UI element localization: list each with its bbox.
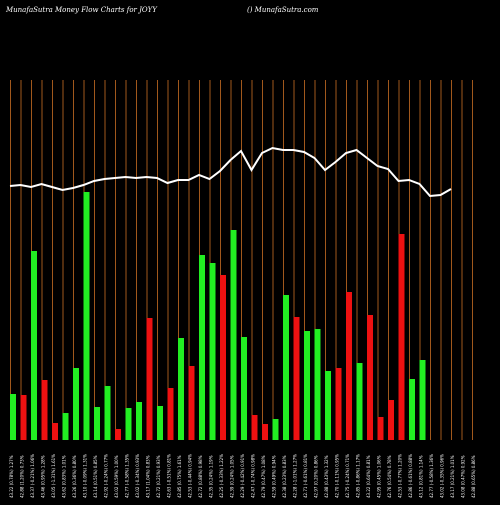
bar [52, 423, 58, 440]
tick-label: 42.71 (-0.61%) 0.81% [303, 454, 308, 498]
bar [20, 395, 27, 440]
bar [241, 337, 247, 440]
tick-label: 42.38 (0.23%) 0.83% [282, 455, 287, 498]
x-tick-labels: 43.22 (0.78%) 1.27% 42.88 (1.20%) 0.73% 43… [9, 454, 476, 498]
bar [367, 315, 373, 440]
tick-label: 42.88 (1.20%) 0.73% [20, 455, 25, 498]
price-line-layer [9, 146, 452, 198]
tick-label: 42.29 (-0.42%) 0.91% [240, 454, 245, 498]
bar [199, 255, 205, 440]
tick-label: 42.85 (-0.86%) 1.17% [356, 454, 361, 498]
tick-label: 43.14 (0.51%) 0.85% [93, 455, 98, 498]
tick-label: 43.02 (-0.34%) 0.93% [135, 454, 140, 498]
bar [167, 388, 174, 440]
bar [356, 363, 363, 440]
tick-label: 42.79 (0.47%) 1.08% [261, 455, 266, 498]
tick-label: 42.95 (0.45%) 1.06% [377, 455, 382, 498]
tick-label: 42.97 (0.20%) 0.86% [314, 455, 319, 498]
tick-label: 43.17 (0.21%) 1.01% [450, 455, 455, 498]
bar [272, 419, 279, 440]
tick-label: 42.53 (-0.44%) 0.94% [188, 454, 193, 498]
bar [62, 413, 69, 440]
bar [230, 230, 237, 440]
bar [335, 368, 342, 440]
tick-label: 42.25 (-0.33%) 1.22% [219, 454, 224, 498]
tick-label: 42.92 (-0.24%) 0.77% [104, 454, 109, 498]
tick-label: 43.22 (0.78%) 1.27% [9, 455, 14, 498]
bar [31, 251, 37, 440]
bar [388, 400, 394, 440]
tick-label: 43.26 (0.36%) 0.80% [72, 455, 77, 498]
bar [209, 263, 216, 440]
tick-label: 43.62 (0.83%) 1.01% [62, 455, 67, 498]
bar [157, 406, 163, 440]
tick-label: 42.75 (-0.24%) 0.71% [345, 454, 350, 498]
tick-label: 42.76 (0.54%) 0.78% [387, 455, 392, 498]
bar [398, 234, 405, 440]
bar [41, 380, 48, 440]
tick-label: 42.88 (0.65%) 0.86% [471, 455, 476, 498]
bar [73, 368, 79, 440]
tick-label: 43.02 (-0.35%) 0.96% [440, 454, 445, 498]
bar [283, 295, 289, 440]
bar [83, 192, 90, 440]
bar [346, 292, 352, 440]
bar [325, 371, 331, 440]
bar [94, 407, 100, 440]
tick-label: 42.63 (-0.51%) 0.81% [167, 454, 172, 498]
tick-label: 42.59 (0.49%) 0.94% [272, 455, 277, 498]
bar [262, 424, 268, 440]
tick-label: 42.47 (-0.74%) 0.98% [251, 454, 256, 498]
bar [304, 331, 310, 440]
tick-label: 43.02 (0.59%) 1.00% [114, 455, 119, 498]
tick-label: 43.08 (0.47%) 0.92% [461, 455, 466, 498]
tick-label: 43.22 (0.64%) 0.81% [366, 455, 371, 498]
bar [188, 366, 195, 440]
tick-label: 43.17 (1.04%) 0.83% [146, 455, 151, 498]
bar [314, 329, 321, 440]
tick-label: 42.85 (0.75%) 1.61% [177, 455, 182, 498]
chart-title: MunafaSutra Money Flow Charts for JOYY [5, 6, 158, 14]
price-line [9, 146, 452, 198]
site-label: () MunafaSutra.com [247, 6, 319, 14]
tick-label: 42.28 (-1.01%) 1.27% [293, 454, 298, 498]
tick-label: 42.70 (-0.11%) 0.95% [335, 454, 340, 498]
bar [220, 275, 226, 440]
bar [115, 429, 121, 440]
bar [251, 415, 258, 440]
tick-label: 42.72 (0.88%) 0.98% [198, 455, 203, 498]
bar [146, 318, 153, 440]
bars [10, 192, 426, 440]
bar [104, 386, 111, 440]
tick-label: 42.77 (-0.58%) 1.35% [125, 454, 130, 498]
bar [10, 394, 16, 440]
tick-label: 43.10 (-0.09%) 1.31% [83, 454, 88, 498]
tick-label: 43.12 (0.81%) 1.14% [419, 455, 424, 498]
tick-label: 42.39 (0.24%) 1.05% [230, 455, 235, 498]
tick-label: 42.35 (0.24%) 1.19% [209, 455, 214, 498]
tick-label: 43.46 (0.95%) 1.28% [41, 455, 46, 498]
bar [377, 417, 384, 440]
tick-label: 42.53 (-0.77%) 1.20% [398, 454, 403, 498]
tick-label: 43.05 (-1.31%) 1.61% [51, 454, 56, 498]
tick-label: 42.86 (-0.61%) 0.88% [408, 454, 413, 498]
bar [419, 360, 426, 440]
bar [125, 408, 132, 440]
tick-label: 43.37 (-0.21%) 1.06% [30, 454, 35, 498]
tick-label: 42.77 (-0.58%) 1.36% [429, 454, 434, 498]
bar [136, 402, 142, 440]
tick-label: 42.88 (0.43%) 1.32% [324, 455, 329, 498]
bar [409, 379, 415, 440]
bar [293, 317, 300, 440]
tick-label: 42.72 (0.21%) 0.93% [156, 455, 161, 498]
bar [178, 338, 184, 440]
